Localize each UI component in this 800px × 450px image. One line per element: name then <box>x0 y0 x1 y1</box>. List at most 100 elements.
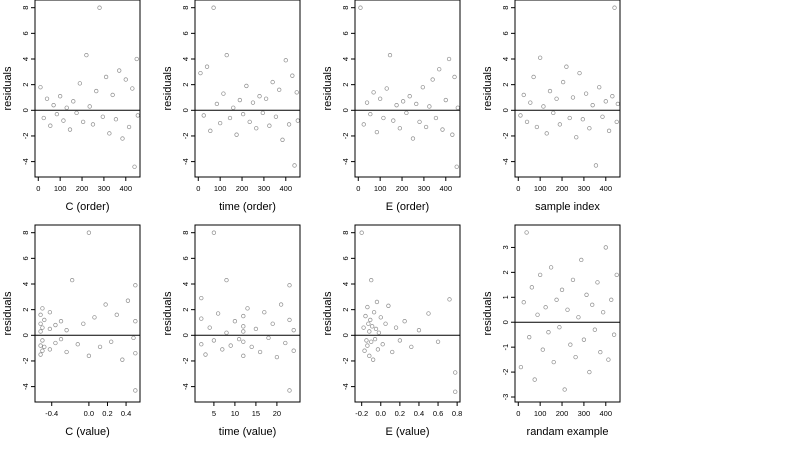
data-point <box>236 337 242 342</box>
data-point <box>40 338 45 343</box>
x-tick-label: 0 <box>516 409 520 418</box>
y-tick-label: 2 <box>501 83 510 87</box>
x-tick-label: 100 <box>374 184 387 193</box>
data-point <box>581 337 587 342</box>
data-point <box>521 300 526 305</box>
data-point <box>47 326 53 332</box>
data-point <box>266 335 271 341</box>
data-point <box>373 326 379 332</box>
data-point <box>42 344 47 349</box>
data-point <box>290 73 295 78</box>
data-point <box>384 86 389 91</box>
data-point <box>407 94 412 99</box>
x-axis-label: time (order) <box>219 201 276 213</box>
data-point <box>40 348 45 353</box>
data-point <box>524 119 530 124</box>
data-point <box>534 124 540 130</box>
x-axis-label: E (value) <box>385 426 429 438</box>
y-tick-label: 8 <box>181 231 190 235</box>
data-point <box>287 283 292 288</box>
data-point <box>221 91 226 96</box>
data-point <box>430 77 435 82</box>
data-point <box>603 245 608 250</box>
data-point <box>450 132 455 137</box>
data-point <box>280 137 285 142</box>
data-point <box>567 115 572 121</box>
y-tick-label: -2 <box>181 358 190 365</box>
data-point <box>375 347 381 352</box>
data-point <box>603 99 608 104</box>
data-point <box>211 338 217 343</box>
data-point <box>117 68 122 73</box>
data-point <box>47 347 53 352</box>
y-axis-label: residuals <box>2 291 14 336</box>
data-point <box>410 136 416 141</box>
data-point <box>365 343 370 348</box>
y-tick-label: 4 <box>501 57 510 61</box>
y-tick-label: 4 <box>21 57 30 61</box>
y-tick-label: 8 <box>501 6 510 10</box>
data-point <box>135 113 140 118</box>
x-axis-label: randam example <box>527 426 609 438</box>
x-tick-label: 100 <box>54 184 67 193</box>
data-point <box>218 120 223 126</box>
y-tick-label: 0 <box>501 108 510 112</box>
data-point <box>554 96 559 101</box>
y-axis-label: residuals <box>162 66 174 111</box>
data-point <box>277 87 282 92</box>
plot-frame <box>34 0 141 178</box>
data-point <box>453 389 458 394</box>
y-tick-label: -4 <box>181 158 190 165</box>
x-axis-label: E (order) <box>386 201 429 213</box>
data-point <box>609 297 614 302</box>
data-point <box>535 312 540 317</box>
data-point <box>612 5 617 10</box>
scatter-panel: -4 -2 0 2 4 6 8 5 10 15 20 time (value) residuals <box>162 224 301 438</box>
data-point <box>368 112 373 117</box>
data-point <box>201 113 206 118</box>
data-point <box>287 317 292 323</box>
data-point <box>273 114 279 119</box>
data-point <box>214 101 220 107</box>
data-point <box>295 118 300 123</box>
data-point <box>237 97 242 103</box>
data-point <box>253 326 259 332</box>
data-point <box>257 94 262 99</box>
data-point <box>126 124 132 130</box>
y-tick-label: -2 <box>501 133 510 140</box>
data-point <box>374 129 380 135</box>
data-point <box>75 342 80 347</box>
x-tick-label: 5 <box>212 409 216 418</box>
data-point <box>220 347 225 352</box>
data-point <box>529 285 534 290</box>
data-point <box>383 321 388 326</box>
data-point <box>521 92 526 98</box>
x-tick-label: -0.4 <box>45 409 58 418</box>
x-tick-label: 15 <box>252 409 260 418</box>
data-point <box>367 329 372 334</box>
data-point <box>103 74 109 80</box>
data-point <box>224 278 229 283</box>
data-point <box>576 315 581 320</box>
data-point <box>400 99 406 104</box>
data-point <box>541 104 546 109</box>
data-point <box>211 5 216 10</box>
y-tick-label: 8 <box>21 231 30 235</box>
data-point <box>364 338 369 343</box>
data-point <box>518 113 523 118</box>
data-point <box>224 330 229 335</box>
data-point <box>371 90 376 95</box>
data-point <box>427 104 432 109</box>
data-point <box>58 319 64 324</box>
data-point <box>600 114 605 119</box>
y-tick-label: 2 <box>341 83 350 87</box>
data-point <box>270 79 275 85</box>
y-tick-label: 2 <box>181 83 190 87</box>
data-point <box>601 310 606 315</box>
data-point <box>70 278 75 283</box>
data-point <box>590 302 595 307</box>
data-point <box>359 230 364 235</box>
x-tick-label: 400 <box>600 184 613 193</box>
data-point <box>198 70 203 76</box>
data-point <box>97 344 103 349</box>
